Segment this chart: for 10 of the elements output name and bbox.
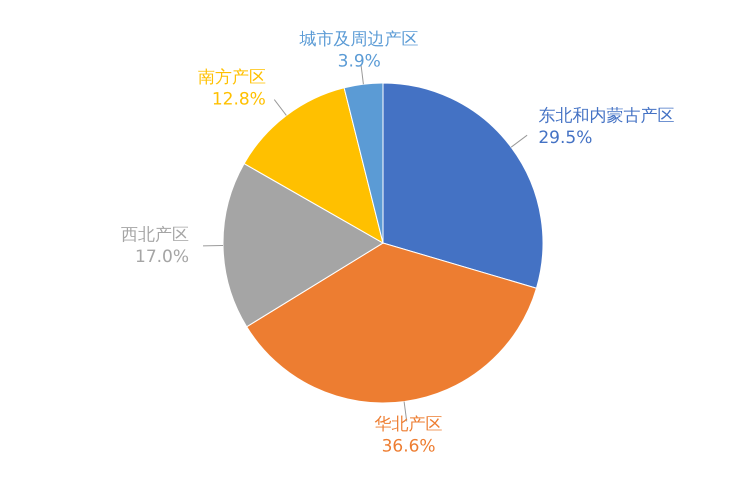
slice-label: 西北产区 [121,225,190,246]
slice-label: 东北和内蒙古产区 [538,106,674,126]
data-label: 17.0% [135,247,190,268]
data-label: 12.8% [212,89,266,110]
data-label: 29.5% [538,128,592,148]
data-label: 36.6% [382,436,436,456]
slice-label: 南方产区 [198,67,266,88]
slice-label: 华北产区 [374,414,443,434]
data-label: 3.9% [338,51,381,72]
slice-label: 城市及周边产区 [298,29,419,50]
